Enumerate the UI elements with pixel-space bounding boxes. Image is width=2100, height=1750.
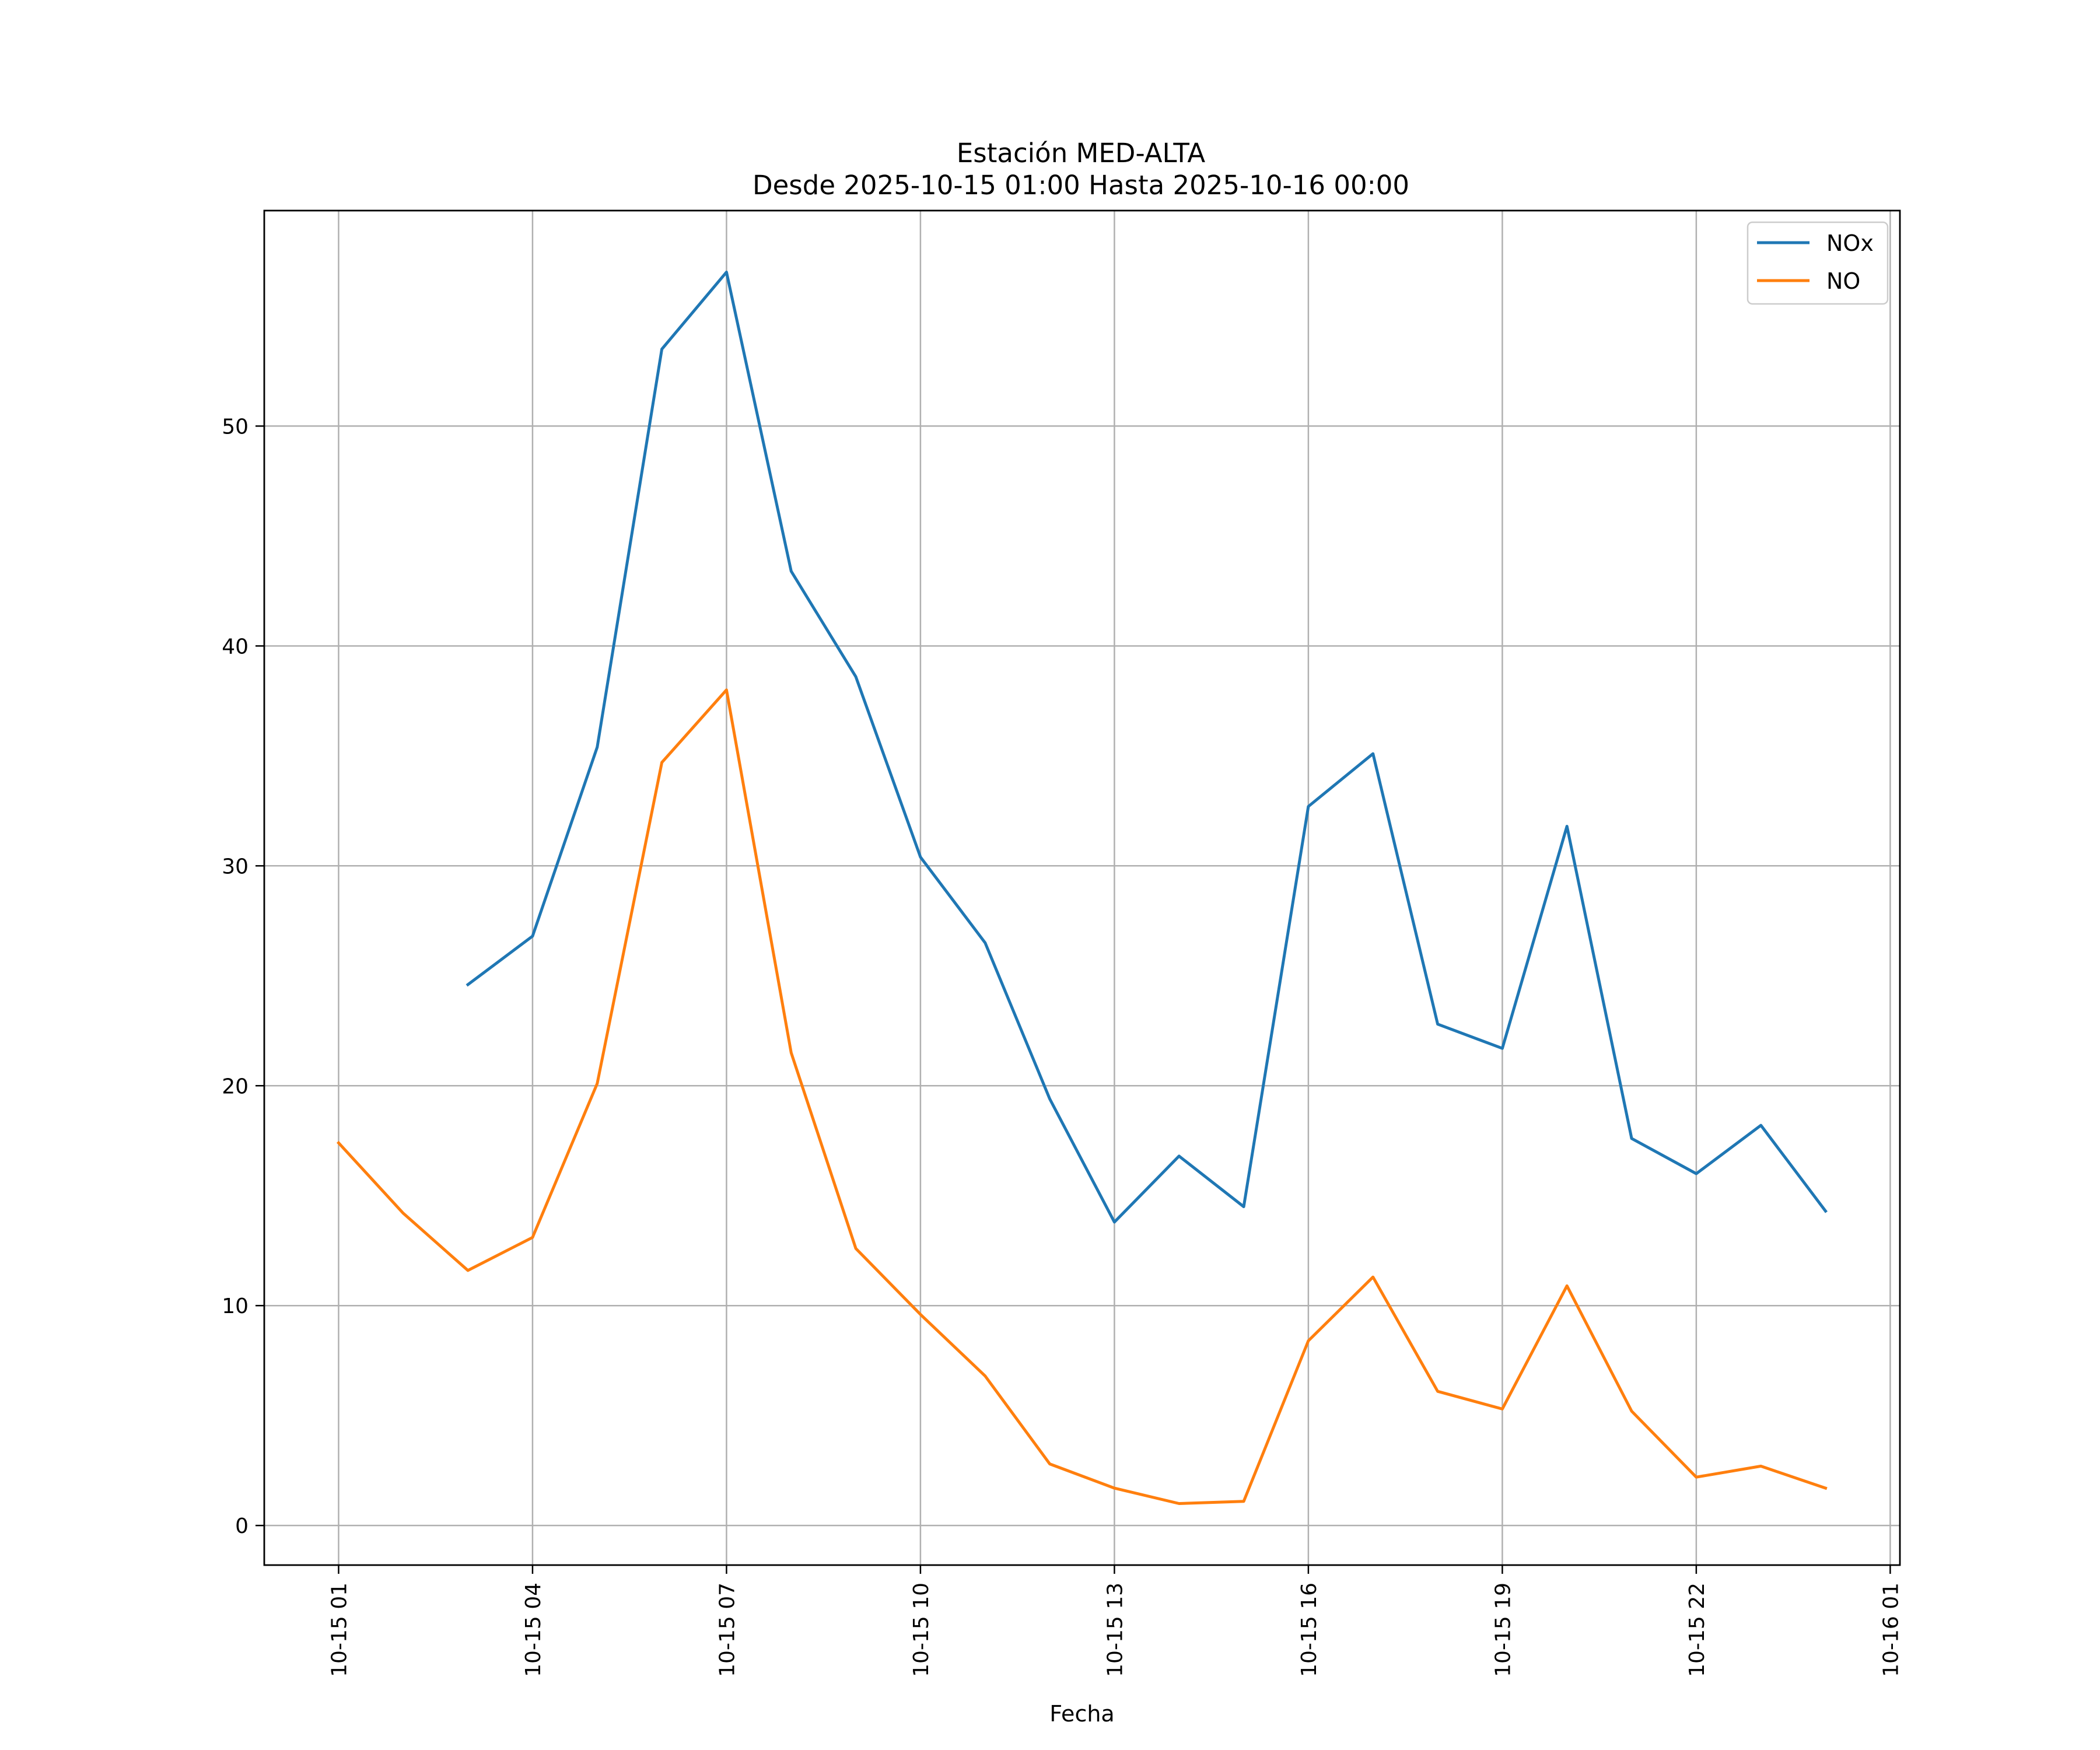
legend-label-nox: NOx — [1826, 230, 1874, 256]
x-tick-label: 10-15 16 — [1297, 1583, 1321, 1677]
axis-ticks: 10-15 01 10-15 04 10-15 07 10-15 10 10-15 13… — [222, 415, 1903, 1676]
x-tick-label: 10-15 04 — [522, 1583, 545, 1677]
y-tick-label: 20 — [222, 1074, 249, 1098]
x-tick-label: 10-15 07 — [715, 1583, 739, 1677]
y-tick-label: 50 — [222, 415, 249, 439]
chart-title: Estación MED-ALTA — [957, 138, 1206, 169]
x-tick-label: 10-15 13 — [1103, 1583, 1127, 1677]
x-tick-label: 10-15 01 — [327, 1583, 351, 1677]
x-tick-label: 10-15 10 — [909, 1583, 933, 1677]
plot-area-frame — [263, 209, 1901, 1566]
grid — [264, 211, 1900, 1565]
legend-label-no: NO — [1826, 268, 1860, 294]
series-lines — [336, 271, 1828, 1505]
series-line-no — [336, 688, 1828, 1505]
chart-subtitle: Desde 2025-10-15 01:00 Hasta 2025-10-16 … — [752, 170, 1409, 201]
y-tick-label: 40 — [222, 635, 249, 659]
x-axis-label: Fecha — [1049, 1701, 1114, 1727]
y-tick-label: 30 — [222, 855, 249, 878]
x-tick-label: 10-15 19 — [1491, 1583, 1515, 1677]
legend: NOx NO — [1746, 221, 1889, 305]
x-tick-label: 10-15 22 — [1685, 1583, 1709, 1677]
y-tick-label: 0 — [235, 1514, 249, 1538]
x-tick-label: 10-16 01 — [1879, 1583, 1903, 1677]
y-tick-label: 10 — [222, 1294, 249, 1318]
series-line-nox — [466, 271, 1828, 1224]
